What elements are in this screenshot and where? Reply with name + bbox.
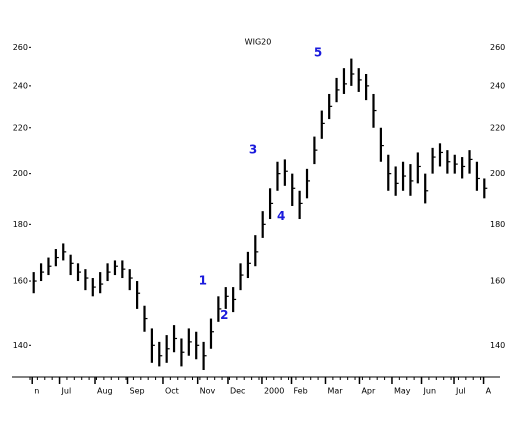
y-tick-label-right: 160 — [490, 277, 505, 286]
y-tick-label: 220 — [13, 123, 28, 132]
x-tick-label: Oct — [165, 387, 179, 396]
y-tick-label-right: 140 — [490, 341, 505, 350]
x-tick-label: Sep — [130, 387, 145, 396]
y-tick-label-right: 180 — [490, 220, 505, 229]
x-tick-label: May — [394, 387, 411, 396]
y-tick-label-right: 260 — [490, 43, 505, 52]
chart-title: WIG20 — [245, 38, 272, 47]
wave-label: 3 — [249, 143, 257, 157]
wave-label: 2 — [220, 308, 228, 322]
x-tick-label: Jun — [423, 387, 437, 396]
x-tick-label: Nov — [200, 387, 216, 396]
x-tick-label: Dec — [230, 387, 245, 396]
y-tick-label: 200 — [13, 169, 28, 178]
x-tick-label: Mar — [327, 387, 343, 396]
y-tick-label: 180 — [13, 220, 28, 229]
y-tick-label: 160 — [13, 277, 28, 286]
x-tick-label: Jul — [61, 387, 72, 396]
x-tick-label: A — [486, 387, 492, 396]
y-tick-label-right: 220 — [490, 123, 505, 132]
x-tick-label: Jul — [455, 387, 466, 396]
x-tick-label: Feb — [294, 387, 308, 396]
x-tick-label: n — [34, 387, 39, 396]
y-tick-label: 140 — [13, 341, 28, 350]
y-tick-label: 240 — [13, 81, 28, 90]
x-tick-label: 2000 — [264, 387, 284, 396]
wave-label: 5 — [314, 45, 322, 59]
x-tick-label: Aug — [97, 387, 113, 396]
y-tick-label-right: 200 — [490, 169, 505, 178]
x-tick-label: Apr — [361, 387, 376, 396]
wave-label: 4 — [277, 209, 285, 223]
wave-label: 1 — [199, 274, 207, 288]
y-tick-label: 260 — [13, 43, 28, 52]
y-tick-label-right: 240 — [490, 81, 505, 90]
